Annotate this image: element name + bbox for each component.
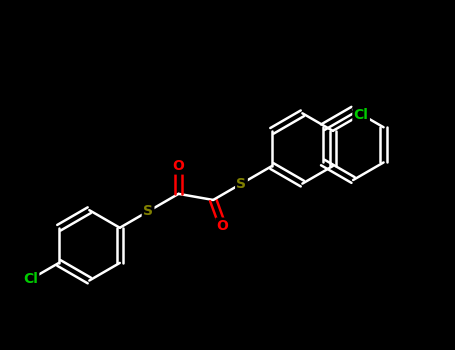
Text: O: O xyxy=(172,159,184,173)
Text: O: O xyxy=(217,219,228,233)
Text: S: S xyxy=(237,177,247,191)
Text: Cl: Cl xyxy=(23,272,38,286)
Text: S: S xyxy=(143,204,153,218)
Text: Cl: Cl xyxy=(354,107,369,121)
